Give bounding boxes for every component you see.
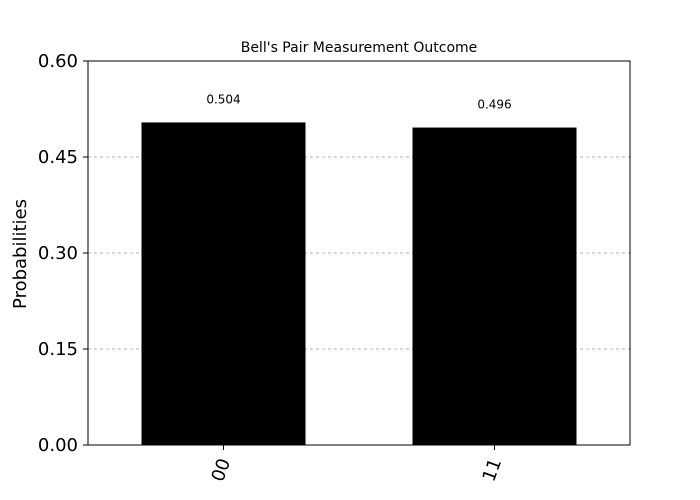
x-axis-ticks: 00 11 bbox=[208, 445, 507, 485]
y-tick-label-1: 0.15 bbox=[38, 339, 78, 360]
value-label-11: 0.496 bbox=[477, 98, 511, 112]
bar-11 bbox=[412, 127, 577, 445]
y-tick-label-3: 0.45 bbox=[38, 147, 78, 168]
value-label-00: 0.504 bbox=[206, 92, 240, 106]
y-tick-label-0: 0.00 bbox=[38, 435, 78, 456]
y-axis-ticks: 0.00 0.15 0.30 0.45 0.60 bbox=[38, 51, 88, 456]
x-tick-label-00: 00 bbox=[208, 456, 236, 485]
plot-area-frame bbox=[87, 60, 631, 446]
chart-title: Bell's Pair Measurement Outcome bbox=[241, 40, 478, 56]
y-tick-label-2: 0.30 bbox=[38, 243, 78, 264]
x-tick-label-11: 11 bbox=[479, 456, 507, 485]
value-labels-group: 0.504 0.496 bbox=[206, 92, 511, 111]
y-tick-label-4: 0.60 bbox=[38, 51, 78, 72]
bars-group bbox=[141, 122, 577, 445]
bar-00 bbox=[141, 122, 306, 445]
y-axis-label: Probabilities bbox=[10, 199, 31, 309]
